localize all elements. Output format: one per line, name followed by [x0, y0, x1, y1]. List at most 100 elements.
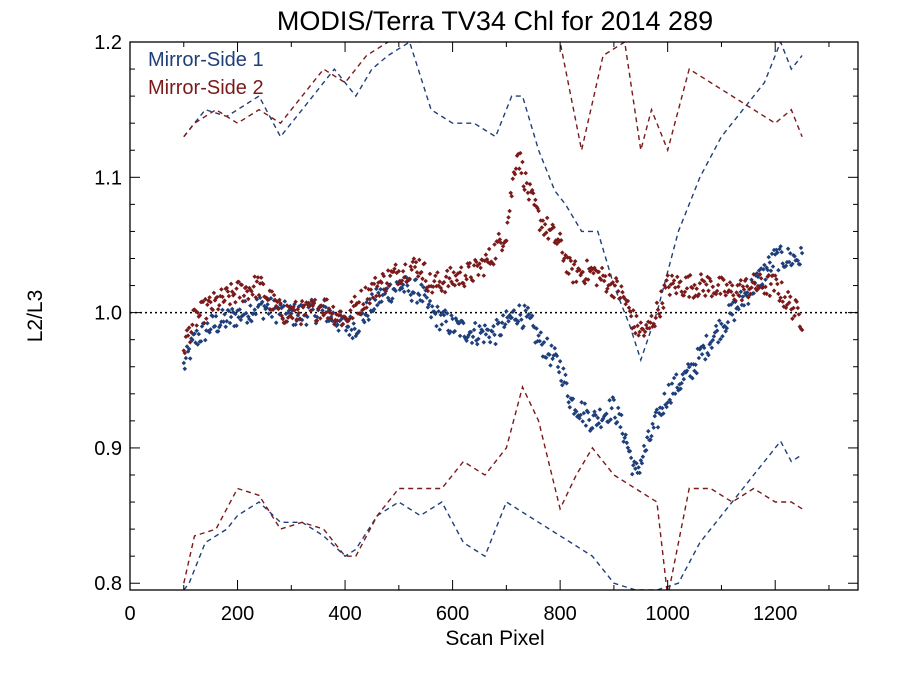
legend-mirror-side-1: Mirror-Side 1 [148, 49, 264, 71]
x-tick-label: 200 [221, 603, 254, 625]
series-1-point [212, 323, 218, 329]
series-2-point [697, 281, 703, 286]
series-2-point [791, 305, 796, 311]
series-2-point [447, 276, 452, 281]
series-2-point [356, 300, 362, 305]
series-2-point [256, 292, 262, 298]
series-2-point [728, 289, 734, 294]
series-2-point [215, 307, 221, 312]
series-2-point [439, 288, 445, 294]
series-2-point [641, 333, 647, 338]
series-1-point [223, 324, 228, 330]
series-2-point [631, 308, 636, 313]
series-2-point [357, 310, 363, 316]
series-1-point [563, 372, 568, 378]
series-1-point [405, 283, 410, 288]
series-1-point [422, 292, 427, 298]
series-1-point [724, 325, 730, 331]
series-2-point [569, 266, 575, 272]
series-1-point [640, 454, 646, 459]
series-2-point [496, 231, 502, 237]
series-1-point [741, 303, 747, 308]
series-2-point [661, 305, 666, 311]
series-1-point [420, 299, 425, 304]
series-1-point [534, 326, 539, 331]
series-2-point [519, 170, 524, 176]
series-1-point [522, 303, 527, 308]
series-1-point [481, 340, 487, 345]
series-1-point [406, 288, 411, 294]
series-2-point [736, 293, 741, 298]
series-1-point [628, 455, 634, 461]
series-1-point [654, 407, 660, 412]
series-2-point [582, 281, 588, 286]
series-2-point [676, 284, 681, 289]
series-2-point [462, 283, 467, 289]
series-1-point [249, 318, 254, 324]
series-2-point [664, 278, 669, 283]
series-1-point [408, 292, 413, 298]
series-2-point [738, 278, 744, 283]
series-2-point [352, 294, 357, 299]
series-2-point [200, 299, 206, 305]
series-1-point [529, 313, 535, 318]
series-2-point [437, 279, 442, 284]
series-1-point [282, 299, 288, 304]
series-1-point [419, 282, 424, 287]
series-2-point [610, 280, 616, 285]
series-2-point [570, 280, 576, 285]
series-1-point [426, 302, 432, 307]
series-1-point [352, 326, 357, 332]
series-2-point [733, 298, 738, 303]
series-1-point [596, 421, 602, 426]
series-2-point [743, 276, 749, 282]
series-1-point [552, 345, 558, 351]
series-1-point [717, 318, 722, 323]
series-1-point [644, 435, 650, 440]
series-2-point [792, 313, 797, 319]
series-2-point [505, 220, 510, 225]
series-2-point [446, 283, 451, 289]
series-1-point [718, 336, 723, 342]
series-1-point [641, 443, 647, 449]
series-1-point [582, 401, 588, 406]
series-2-point [243, 284, 249, 290]
series-2-point [701, 279, 707, 284]
series-2-point [752, 281, 758, 286]
series-2-point [303, 312, 308, 317]
series-1-point [224, 318, 230, 324]
series-1-point [438, 312, 444, 318]
series-2-point [186, 325, 192, 330]
series-1-point [518, 312, 523, 318]
series-2-point [635, 323, 640, 329]
series-2-point [660, 300, 665, 306]
series-2-point [337, 309, 342, 314]
series-2-point [425, 288, 431, 294]
series-1-point [678, 386, 683, 392]
series-1-point [755, 274, 761, 280]
series-2-point [758, 276, 764, 281]
series-1-point [351, 321, 356, 326]
series-2-point [727, 280, 733, 285]
series-2-point [358, 288, 364, 293]
series-1-point [746, 301, 751, 307]
series-1-point [785, 246, 791, 252]
series-2-point [283, 319, 289, 324]
series-2-point [715, 282, 721, 288]
series-1-point [491, 323, 496, 329]
series-2-point [678, 279, 683, 284]
series-1-point [494, 317, 499, 323]
series-2-point [348, 308, 353, 313]
series-2-point [785, 289, 791, 295]
series-2-point [520, 159, 525, 165]
series-1-point [183, 355, 189, 361]
series-1-point [449, 313, 454, 318]
series-2-point [319, 303, 324, 308]
series-2-point [419, 269, 424, 275]
series-2-point [239, 282, 245, 288]
series-2-point [499, 248, 505, 253]
series-2-point [510, 176, 516, 182]
series-2-point [324, 297, 330, 302]
series-2-point [335, 318, 340, 323]
